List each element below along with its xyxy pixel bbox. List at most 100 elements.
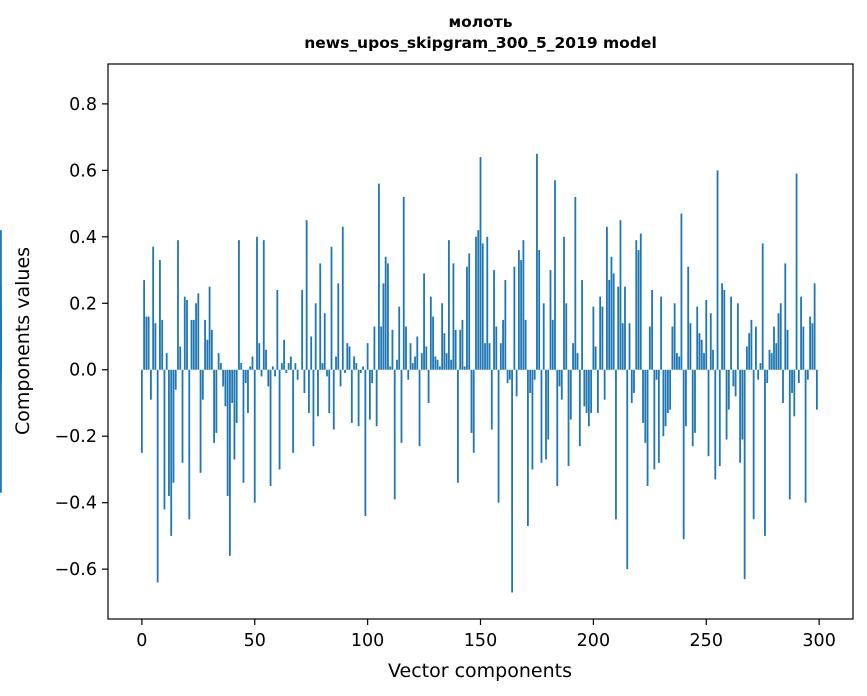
bar	[610, 256, 613, 370]
bar	[181, 369, 184, 463]
bar	[517, 250, 520, 370]
bar	[332, 369, 335, 430]
bar	[341, 226, 344, 370]
bar	[809, 316, 812, 370]
bar	[258, 343, 261, 370]
bar	[775, 343, 778, 370]
bar	[165, 353, 168, 370]
x-axis-label: Vector components	[388, 660, 572, 682]
bar	[443, 333, 446, 370]
bar	[504, 280, 507, 370]
bar	[346, 343, 349, 370]
bar	[321, 363, 324, 370]
y-tick-label: 0.2	[69, 294, 97, 314]
bar	[574, 196, 577, 370]
bar	[197, 293, 200, 370]
bar	[608, 280, 611, 370]
bar	[739, 369, 742, 463]
bar	[289, 356, 292, 370]
bar	[242, 369, 245, 483]
x-axis-ticks: 0 50 100 150 200 250 300	[136, 619, 836, 651]
bar	[251, 356, 254, 370]
bar	[506, 369, 509, 384]
bar	[788, 369, 791, 500]
bar	[461, 319, 464, 370]
bar	[707, 369, 710, 457]
bar	[452, 263, 455, 370]
bar	[612, 273, 615, 370]
bar	[427, 369, 430, 403]
bar	[217, 353, 220, 370]
bar	[447, 240, 450, 370]
bar	[784, 263, 787, 370]
bar	[405, 326, 407, 370]
bar	[177, 240, 179, 370]
bar	[540, 369, 543, 463]
x-tick-label: 0	[136, 631, 147, 651]
bar	[642, 369, 644, 423]
bar	[488, 343, 491, 370]
bar	[764, 369, 766, 536]
bar	[499, 343, 502, 370]
bar	[626, 369, 629, 570]
bar	[542, 303, 545, 370]
bar	[635, 240, 638, 370]
bar	[459, 329, 462, 370]
bar	[208, 286, 211, 370]
bar	[0, 369, 2, 374]
bar	[538, 250, 541, 370]
bar	[773, 326, 775, 370]
bar	[529, 369, 532, 394]
x-tick-label: 100	[351, 631, 384, 651]
bar	[644, 369, 647, 443]
bar	[373, 326, 376, 370]
bar	[384, 256, 387, 370]
bar	[653, 369, 656, 470]
bar	[495, 326, 498, 370]
bar	[531, 369, 534, 470]
bar	[813, 283, 816, 370]
bar	[560, 369, 563, 400]
bar	[375, 369, 378, 427]
bar	[673, 303, 676, 370]
bar	[450, 359, 453, 370]
bar	[685, 369, 687, 427]
bar	[468, 253, 471, 370]
bar	[599, 296, 602, 370]
bar	[477, 230, 480, 370]
bar	[393, 369, 396, 500]
bar	[380, 326, 383, 370]
bar	[201, 369, 204, 400]
bar	[472, 369, 475, 453]
bar	[777, 313, 780, 370]
bar	[249, 366, 252, 370]
bar	[721, 283, 723, 370]
bar	[556, 369, 559, 487]
bar	[484, 343, 486, 370]
x-tick-label: 150	[464, 631, 497, 651]
bar	[549, 270, 552, 370]
bar	[233, 369, 236, 460]
bar	[511, 369, 514, 593]
bar	[224, 369, 227, 407]
bar	[565, 303, 568, 370]
bar	[606, 226, 608, 370]
bar	[470, 369, 473, 433]
bar	[533, 369, 536, 380]
bar	[750, 319, 753, 370]
bar	[391, 329, 394, 370]
x-tick-label: 300	[802, 631, 835, 651]
bar	[698, 333, 701, 370]
bars-group	[0, 153, 818, 593]
bar	[145, 316, 148, 370]
bar	[716, 170, 719, 370]
bar	[815, 369, 818, 410]
bar	[615, 369, 617, 520]
bar	[371, 369, 374, 384]
bar	[709, 313, 712, 370]
bar	[287, 363, 290, 370]
bar	[192, 319, 195, 370]
bar	[662, 369, 665, 437]
bar	[168, 369, 170, 497]
bar	[359, 369, 362, 374]
